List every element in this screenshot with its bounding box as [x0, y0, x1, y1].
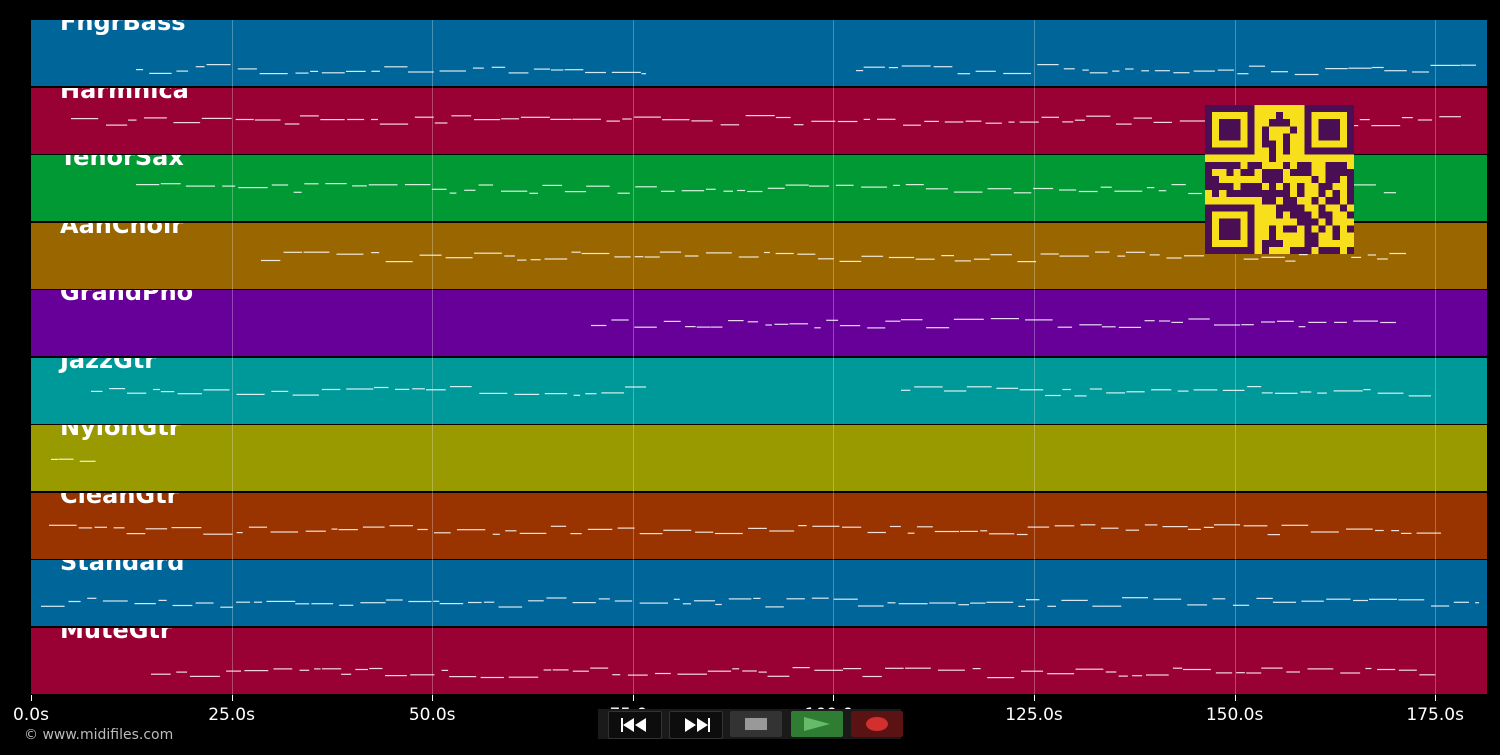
- fast-forward-icon: [685, 718, 710, 732]
- rewind-button[interactable]: [608, 711, 662, 739]
- axis-tick: [833, 695, 835, 701]
- track-row[interactable]: Standard: [31, 560, 1487, 626]
- rewind-icon: [621, 718, 646, 732]
- axis-tick: [1034, 695, 1035, 701]
- note-lane: [91, 385, 1431, 396]
- play-icon: [804, 717, 830, 731]
- track-name: NylonGtr: [60, 425, 181, 441]
- axis-tick-label: 25.0s: [208, 705, 255, 725]
- axis-tick: [31, 695, 32, 701]
- stop-button[interactable]: [730, 711, 782, 737]
- track-name: Standard: [60, 560, 185, 576]
- copyright-text: © www.midifiles.com: [24, 727, 174, 743]
- stop-icon: [745, 718, 767, 730]
- qr-code: [1205, 105, 1354, 254]
- track-row[interactable]: NylonGtr: [31, 425, 1487, 491]
- track-name: AahChoir: [60, 222, 184, 239]
- note-lane: [591, 318, 1396, 329]
- track-row[interactable]: CleanGtr: [31, 492, 1487, 559]
- track-name: FngrBass: [60, 20, 186, 36]
- axis-tick-label: 50.0s: [408, 705, 456, 725]
- track-row[interactable]: JazzGtr: [31, 357, 1487, 424]
- axis-tick-label: 125.0s: [1005, 705, 1063, 725]
- track-name: TenorSax: [60, 155, 184, 171]
- axis-tick: [632, 695, 634, 701]
- axis-tick-label: 175.0s: [1406, 705, 1464, 725]
- record-button[interactable]: [851, 711, 903, 737]
- axis-tick-label: 0.0s: [13, 705, 49, 725]
- track-name: MuteGtr: [60, 627, 172, 644]
- transport-controls: [598, 709, 903, 739]
- note-lane: [151, 666, 1436, 678]
- axis-tick: [231, 695, 233, 701]
- track-row[interactable]: FngrBass: [31, 20, 1487, 86]
- axis-tick: [1435, 695, 1437, 701]
- track-row[interactable]: GrandPno: [31, 290, 1487, 356]
- axis-tick: [432, 695, 434, 701]
- track-name: GrandPno: [60, 290, 194, 306]
- track-name: JazzGtr: [60, 357, 157, 374]
- track-name: CleanGtr: [60, 492, 179, 509]
- fast-forward-button[interactable]: [669, 711, 723, 739]
- note-lane: [136, 64, 1476, 76]
- record-icon: [866, 717, 888, 731]
- note-lane: [41, 597, 1480, 608]
- play-button[interactable]: [791, 711, 843, 737]
- track-row[interactable]: MuteGtr: [31, 627, 1487, 694]
- track-name: Harmnica: [60, 87, 189, 104]
- note-lane: [51, 458, 96, 462]
- axis-tick: [1234, 695, 1236, 701]
- axis-tick-label: 150.0s: [1205, 705, 1264, 725]
- note-lane: [49, 523, 1441, 535]
